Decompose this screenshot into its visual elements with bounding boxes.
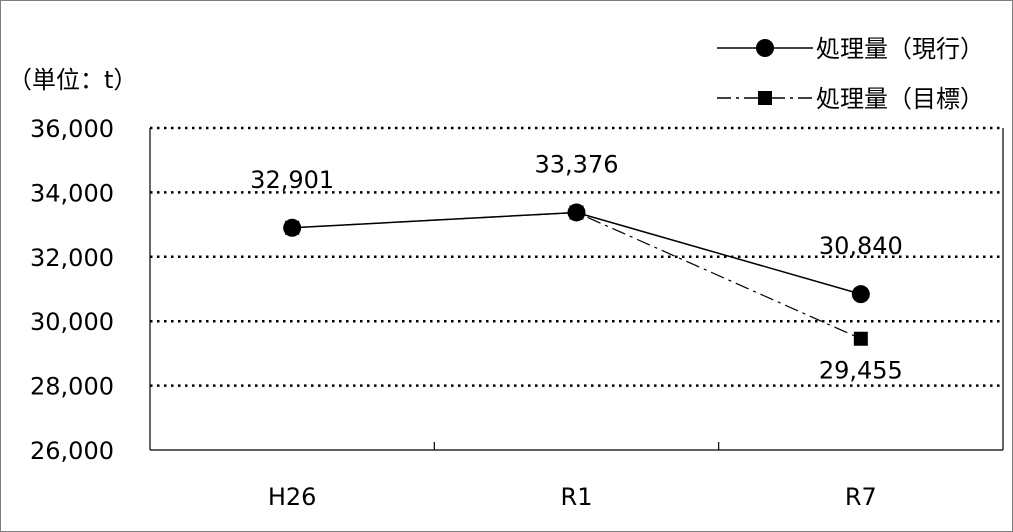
legend-label-current: 処理量（現行） bbox=[816, 35, 984, 63]
data-point-square bbox=[285, 220, 300, 235]
data-label: 33,376 bbox=[535, 150, 619, 178]
data-point-circle bbox=[851, 285, 870, 304]
y-tick-label: 26,000 bbox=[30, 437, 114, 465]
gridlines bbox=[150, 191, 1003, 387]
unit-label: （単位：t） bbox=[8, 66, 137, 94]
series-line-current bbox=[292, 211, 862, 295]
series-group bbox=[283, 203, 870, 346]
x-tick-label: H26 bbox=[268, 483, 317, 511]
data-label: 32,901 bbox=[250, 166, 334, 194]
data-label: 29,455 bbox=[819, 357, 903, 385]
y-tick-label: 36,000 bbox=[30, 115, 114, 143]
y-tick-label: 34,000 bbox=[30, 179, 114, 207]
x-tick-labels: H26 R1 R7 bbox=[268, 483, 877, 511]
legend-item-target: 処理量（目標） bbox=[717, 85, 984, 113]
axes bbox=[149, 126, 1004, 451]
data-label: 30,840 bbox=[819, 232, 903, 260]
x-tick-label: R7 bbox=[845, 483, 877, 511]
y-tick-label: 28,000 bbox=[30, 373, 114, 401]
legend-marker-circle bbox=[756, 39, 774, 57]
data-point-square bbox=[569, 205, 584, 220]
legend-marker-square bbox=[758, 91, 772, 105]
data-point-square bbox=[853, 331, 868, 346]
y-tick-label: 30,000 bbox=[30, 308, 114, 336]
x-tick-label: R1 bbox=[561, 483, 593, 511]
legend-item-current: 処理量（現行） bbox=[717, 35, 984, 63]
series-line-target bbox=[292, 211, 862, 340]
legend: 処理量（現行） 処理量（目標） bbox=[717, 35, 984, 113]
y-tick-label: 32,000 bbox=[30, 244, 114, 272]
legend-label-target: 処理量（目標） bbox=[816, 85, 984, 113]
y-tick-labels: 26,000 28,000 30,000 32,000 34,000 36,000 bbox=[30, 115, 114, 465]
data-labels: 32,901 33,376 30,840 29,455 bbox=[250, 150, 903, 384]
